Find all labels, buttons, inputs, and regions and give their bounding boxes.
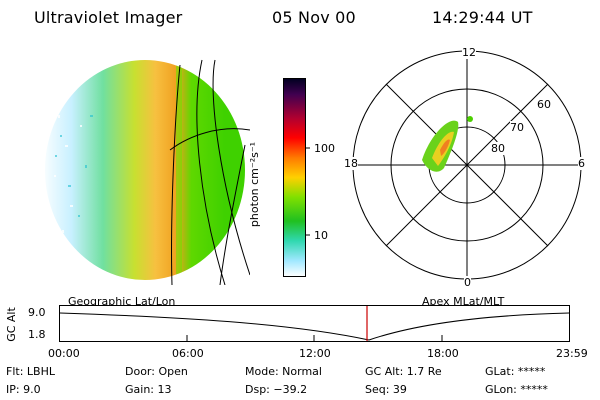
lat-label-70: 70 xyxy=(510,121,524,134)
mode-info: Mode: Normal xyxy=(245,365,322,378)
lat-label-80: 80 xyxy=(491,142,505,155)
gc-alt-tick-max: 9.0 xyxy=(28,306,46,319)
time-tick-0600: 06:00 xyxy=(172,347,204,360)
aurora-oval xyxy=(422,116,473,172)
geographic-label: Geographic Lat/Lon xyxy=(68,295,176,308)
altitude-curve xyxy=(59,312,570,341)
polar-plot xyxy=(352,50,582,280)
glat-info: GLat: ***** xyxy=(485,365,546,378)
time-tick-0000: 00:00 xyxy=(48,347,80,360)
geographic-image-panel xyxy=(45,59,250,285)
colorbar-tick-100: 100 xyxy=(314,142,335,155)
gc-alt-tick-min: 1.8 xyxy=(28,328,46,341)
longitude-line xyxy=(212,59,250,276)
apex-label: Apex MLat/MLT xyxy=(422,295,505,308)
longitude-line xyxy=(196,59,226,285)
gc-alt-axis-label: GC Alt xyxy=(4,307,18,342)
auroral-emission-image xyxy=(45,60,245,280)
gc-alt-info: GC Alt: 1.7 Re xyxy=(365,365,442,378)
gain-info: Gain: 13 xyxy=(125,383,172,396)
filter-info: Flt: LBHL xyxy=(6,365,55,378)
colorbar-unit-label: photon cm⁻²s⁻¹ xyxy=(248,141,262,228)
colorbar-tick-10: 10 xyxy=(314,229,328,242)
mlt-label-18: 18 xyxy=(344,157,358,170)
colorbar xyxy=(283,78,310,277)
mlt-label-12: 12 xyxy=(462,46,476,59)
mlt-label-0: 0 xyxy=(464,276,471,289)
ip-info: IP: 9.0 xyxy=(6,383,41,396)
time-tick-1800: 18:00 xyxy=(427,347,459,360)
seq-info: Seq: 39 xyxy=(365,383,407,396)
latitude-line xyxy=(219,144,246,285)
time-label: 14:29:44 UT xyxy=(432,8,533,27)
time-tick-1200: 12:00 xyxy=(299,347,331,360)
latitude-line xyxy=(169,128,250,151)
time-tick-2359: 23:59 xyxy=(556,347,588,360)
altitude-timeline xyxy=(59,305,570,342)
longitude-line xyxy=(171,64,181,285)
instrument-title: Ultraviolet Imager xyxy=(34,8,183,27)
door-info: Door: Open xyxy=(125,365,188,378)
mlt-label-6: 6 xyxy=(578,157,585,170)
lat-label-60: 60 xyxy=(537,98,551,111)
date-label: 05 Nov 00 xyxy=(272,8,356,27)
dsp-info: Dsp: −39.2 xyxy=(245,383,308,396)
glon-info: GLon: ***** xyxy=(485,383,548,396)
